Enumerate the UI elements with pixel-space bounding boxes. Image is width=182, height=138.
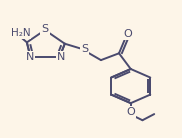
Text: O: O [126,107,135,117]
Text: N: N [57,52,65,62]
Text: O: O [124,29,132,39]
Text: H₂N: H₂N [11,28,30,38]
Text: S: S [81,44,88,54]
Text: N: N [25,52,34,62]
Text: S: S [41,24,49,34]
